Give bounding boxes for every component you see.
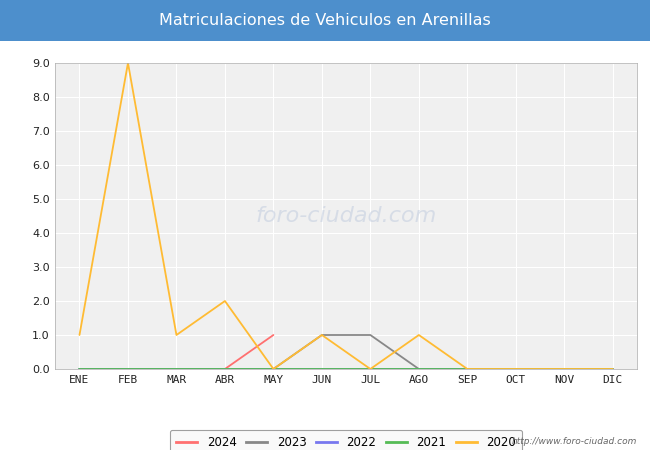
Legend: 2024, 2023, 2022, 2021, 2020: 2024, 2023, 2022, 2021, 2020 — [170, 430, 522, 450]
Text: foro-ciudad.com: foro-ciudad.com — [255, 206, 437, 226]
Text: Matriculaciones de Vehiculos en Arenillas: Matriculaciones de Vehiculos en Arenilla… — [159, 13, 491, 28]
Text: http://www.foro-ciudad.com: http://www.foro-ciudad.com — [512, 436, 637, 446]
